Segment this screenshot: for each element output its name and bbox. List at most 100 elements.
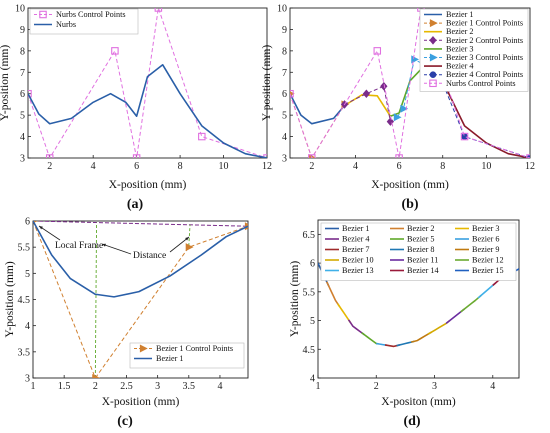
series-line-1 bbox=[33, 221, 248, 298]
bezier-segment-line bbox=[460, 294, 482, 313]
plot-frame bbox=[317, 219, 520, 379]
legend-entry: Bezier 1 Control Points bbox=[446, 19, 523, 28]
y-tick-label: 5.5 bbox=[18, 243, 31, 254]
legend-box bbox=[29, 8, 139, 35]
legend-marker bbox=[429, 19, 438, 28]
series-point-0 bbox=[185, 243, 194, 252]
y-tick-label: 5.5 bbox=[303, 287, 316, 298]
y-tick-label: 4.5 bbox=[18, 295, 31, 306]
legend-entry: Bezier 9 bbox=[472, 245, 500, 254]
y-tick-label: 4 bbox=[282, 132, 287, 143]
legend-entry: Bezier 12 bbox=[472, 256, 504, 265]
series-point-3 bbox=[362, 89, 371, 98]
legend-entry: Bezier 5 bbox=[407, 235, 435, 244]
series-point-0 bbox=[154, 8, 163, 12]
plot-area bbox=[28, 8, 267, 158]
legend-entry: Bezier 1 bbox=[156, 354, 184, 363]
series-point-1 bbox=[308, 153, 317, 158]
x-tick-label: 2 bbox=[374, 381, 379, 392]
series-line-3 bbox=[344, 85, 391, 122]
series-point-3 bbox=[380, 81, 388, 91]
series-point-8 bbox=[395, 154, 403, 158]
x-tick-label: 4 bbox=[91, 161, 96, 172]
legend-entry: Bezier 11 bbox=[407, 256, 438, 265]
legend-marker bbox=[429, 36, 437, 45]
legend-entry: Nurbs bbox=[56, 20, 76, 29]
series-point-0 bbox=[132, 154, 141, 158]
y-tick-label: 3 bbox=[25, 374, 30, 385]
x-tick-label: 8 bbox=[178, 161, 183, 172]
x-tick-label: 3.5 bbox=[183, 381, 196, 392]
legend-entry: Bezier 1 bbox=[446, 10, 474, 19]
bezier-segment-line bbox=[361, 332, 379, 345]
annotation-arrow bbox=[101, 243, 132, 255]
annotation-arrow bbox=[169, 236, 190, 253]
x-tick-label: 12 bbox=[525, 161, 535, 172]
y-tick-label: 5 bbox=[20, 111, 25, 122]
chart-panel-c: 1 1.5 2 2.5 3 3.5 4 3 3.5 4 4.5 5 5.5 6 X-position (mm… bbox=[4, 217, 249, 429]
legend-marker bbox=[429, 53, 438, 62]
panel-label: (d) bbox=[403, 414, 420, 429]
legend-entry: Bezier 3 bbox=[472, 224, 500, 233]
series-point-0 bbox=[198, 132, 206, 141]
y-tick-label: 7 bbox=[282, 68, 287, 79]
x-tick-label: 1.5 bbox=[58, 381, 71, 392]
x-axis-label: X-position (mm) bbox=[371, 179, 449, 191]
y-tick-label: 3 bbox=[282, 154, 287, 165]
x-tick-label: 12 bbox=[262, 161, 272, 172]
x-tick-label: 3 bbox=[155, 381, 160, 392]
y-tick-label: 8 bbox=[20, 46, 25, 57]
plot-frame bbox=[27, 7, 268, 159]
plot-frame bbox=[289, 7, 531, 159]
panel-label: (c) bbox=[117, 414, 133, 429]
series-line-6 bbox=[437, 71, 530, 158]
plot-area bbox=[33, 221, 248, 378]
legend-entry: Bezier 3 bbox=[446, 44, 474, 53]
annotation-arrowhead bbox=[39, 226, 43, 230]
legend: Bezier 1 Bezier 2 Bezier 3 Bezier 4 Bezier 5… bbox=[320, 222, 517, 281]
legend-entry: Bezier 2 Control Points bbox=[446, 36, 523, 45]
x-tick-label: 2 bbox=[47, 161, 52, 172]
panel-label: (b) bbox=[401, 197, 418, 212]
y-tick-label: 6 bbox=[282, 89, 287, 100]
series-point-8 bbox=[373, 47, 382, 55]
x-axis-label: X-position (mm) bbox=[102, 396, 180, 408]
legend-entry: Bezier 13 bbox=[342, 266, 374, 275]
series-line-2 bbox=[344, 93, 392, 117]
y-tick-label: 10 bbox=[277, 4, 287, 15]
y-axis-label: Y-position (mm) bbox=[4, 261, 16, 338]
y-tick-label: 6.5 bbox=[303, 230, 316, 241]
legend-entry: Bezier 1 bbox=[342, 224, 370, 233]
panel-label: (a) bbox=[127, 197, 144, 212]
legend-entry: Nurbs Control Points bbox=[446, 79, 516, 88]
legend-marker bbox=[429, 79, 437, 88]
y-tick-label: 10 bbox=[15, 4, 25, 15]
chart-panel-d: 1 2 3 4 4 4.5 5 5.5 6 6.5 X-positon (mm) Y-position… bbox=[289, 219, 520, 429]
x-tick-label: 1 bbox=[316, 381, 321, 392]
x-tick-label: 2.5 bbox=[120, 381, 133, 392]
y-axis-label: Y-position (mm) bbox=[0, 45, 11, 122]
x-tick-label: 2 bbox=[309, 161, 314, 172]
bezier-segment-line bbox=[326, 281, 341, 308]
annotation-arrowhead bbox=[102, 243, 106, 247]
y-tick-label: 3 bbox=[20, 154, 25, 165]
x-tick-label: 4 bbox=[353, 161, 358, 172]
annotation-arrow bbox=[38, 225, 61, 241]
x-tick-label: 10 bbox=[481, 161, 491, 172]
y-tick-label: 5 bbox=[282, 111, 287, 122]
series-point-8 bbox=[290, 89, 294, 98]
legend-entry: Bezier 2 bbox=[446, 27, 474, 36]
legend-box bbox=[320, 222, 517, 281]
legend-entry: Nurbs Control Points bbox=[56, 10, 126, 19]
series-point-7 bbox=[461, 133, 468, 140]
y-tick-label: 6 bbox=[20, 89, 25, 100]
y-tick-label: 8 bbox=[282, 46, 287, 57]
series-point-0 bbox=[28, 89, 32, 98]
x-tick-label: 4 bbox=[490, 381, 495, 392]
annotation-local-frame: Local Frame bbox=[55, 241, 103, 251]
legend-entry: Bezier 14 bbox=[407, 266, 439, 275]
y-tick-label: 4 bbox=[25, 321, 30, 332]
